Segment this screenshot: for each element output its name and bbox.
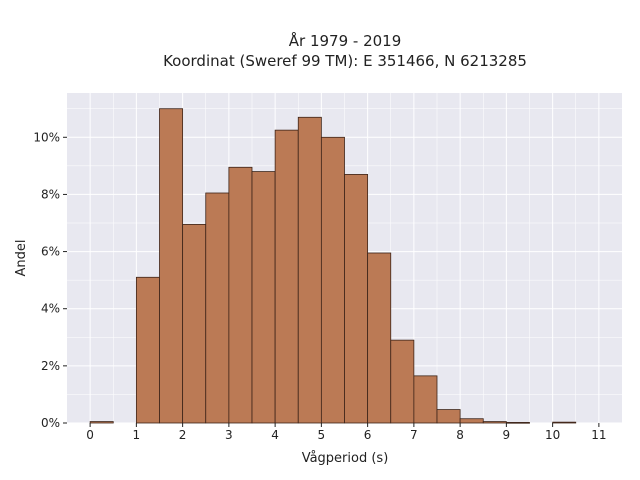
histogram-bar <box>320 136 345 424</box>
x-tick-label: 10 <box>545 428 560 442</box>
histogram-bar <box>251 171 276 424</box>
x-tick-label: 8 <box>456 428 464 442</box>
histogram-bar <box>228 166 253 424</box>
x-tick-label: 5 <box>318 428 326 442</box>
x-tick-label: 6 <box>364 428 372 442</box>
histogram-bar <box>274 129 299 424</box>
y-axis-ticks: 0% 2% 4% 6% 8% 10% <box>33 130 67 430</box>
x-tick-label: 9 <box>503 428 511 442</box>
y-tick-label: 10% <box>33 130 60 144</box>
x-tick-label: 0 <box>86 428 94 442</box>
histogram-bar <box>552 421 577 424</box>
x-axis-ticks: 0 1 2 3 4 5 6 7 8 9 10 11 <box>86 423 607 442</box>
histogram-bar <box>482 421 507 424</box>
histogram-bar <box>459 418 484 424</box>
histogram-bar <box>89 421 114 424</box>
histogram-bar <box>205 192 230 424</box>
histogram-bar <box>135 276 160 424</box>
bars <box>89 108 577 424</box>
y-tick-label: 2% <box>41 359 60 373</box>
histogram-bar <box>505 422 530 424</box>
histogram-bar <box>413 375 438 424</box>
y-tick-label: 8% <box>41 187 60 201</box>
histogram-bar <box>159 108 184 424</box>
x-tick-label: 4 <box>271 428 279 442</box>
histogram-bar <box>436 409 461 424</box>
histogram-bar <box>367 252 392 424</box>
chart-title-line-1: År 1979 - 2019 <box>289 31 402 50</box>
x-axis-label: Vågperiod (s) <box>302 451 389 466</box>
histogram-bar <box>297 116 322 424</box>
y-tick-label: 0% <box>41 416 60 430</box>
y-tick-label: 6% <box>41 245 60 259</box>
y-tick-label: 4% <box>41 302 60 316</box>
x-tick-label: 11 <box>591 428 606 442</box>
x-tick-label: 2 <box>179 428 187 442</box>
y-axis-label: Andel <box>14 240 29 277</box>
x-tick-label: 1 <box>133 428 141 442</box>
x-tick-label: 7 <box>410 428 418 442</box>
histogram-bar <box>344 174 369 424</box>
histogram-bar <box>182 224 207 424</box>
chart-title-line-2: Koordinat (Sweref 99 TM): E 351466, N 62… <box>163 52 527 70</box>
x-tick-label: 3 <box>225 428 233 442</box>
histogram-bar <box>390 339 415 424</box>
